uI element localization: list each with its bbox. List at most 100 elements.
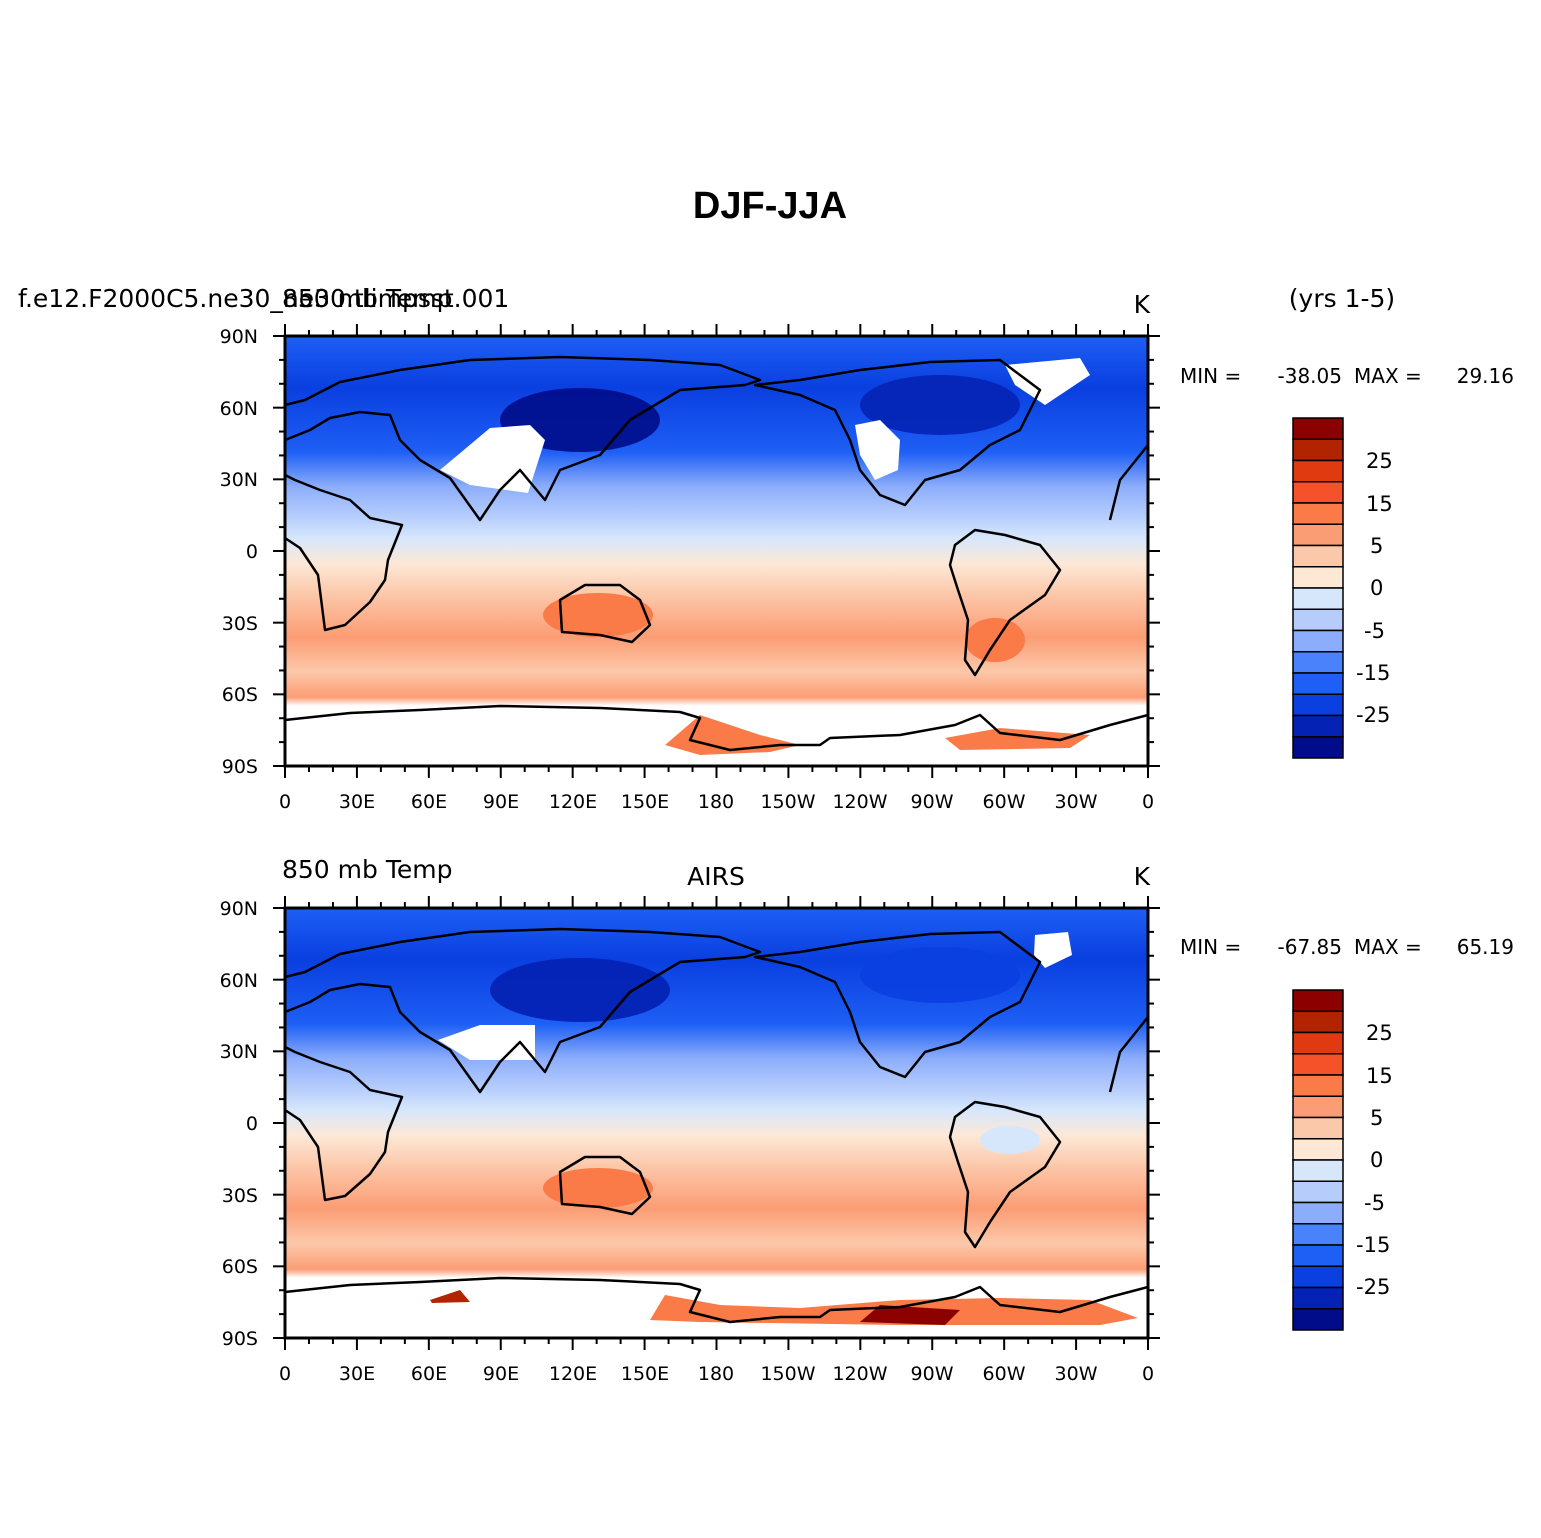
colorbar-box xyxy=(1292,417,1344,440)
colorbar-box xyxy=(1292,1201,1344,1225)
colorbar-box xyxy=(1292,544,1344,568)
x-tick-label: 0 xyxy=(1142,1363,1154,1385)
colorbar-box xyxy=(1292,672,1344,695)
tibet-missing xyxy=(440,425,545,493)
greenland-missing xyxy=(1005,358,1090,405)
y-tick-label: 90S xyxy=(222,756,258,778)
colorbar-box xyxy=(1292,1180,1344,1204)
x-tick-label: 150W xyxy=(760,1363,815,1385)
colorbar-box xyxy=(1292,629,1344,653)
colorbar-box xyxy=(1292,587,1344,610)
x-tick-label: 30W xyxy=(1055,791,1098,813)
axis-ticks xyxy=(273,324,1160,778)
x-tick-label: 180 xyxy=(698,791,734,813)
max-value: 65.19 xyxy=(1457,935,1514,959)
y-tick-label: 30N xyxy=(220,1041,258,1063)
y-tick-label: 0 xyxy=(246,1113,258,1135)
units-label: K xyxy=(1134,862,1151,891)
y-tick-label: 90S xyxy=(222,1328,258,1350)
map-obs xyxy=(284,908,1149,1338)
colorbar-box xyxy=(1292,651,1344,674)
y-tick-label: 0 xyxy=(246,541,258,563)
colorbar-label: 15 xyxy=(1366,492,1393,516)
colorbar-label: 25 xyxy=(1366,1021,1393,1045)
x-tick-label: 0 xyxy=(279,791,291,813)
canada-cold-core xyxy=(860,375,1020,435)
colorbar-label: 5 xyxy=(1370,534,1383,558)
min-value: -38.05 xyxy=(1278,364,1342,388)
colorbar-label: 0 xyxy=(1370,1148,1383,1172)
colorbar-box xyxy=(1292,1244,1344,1267)
colorbar-box xyxy=(1292,608,1344,632)
min-value: -67.85 xyxy=(1278,935,1342,959)
units-label: K xyxy=(1134,290,1151,319)
variable-label: 850 mb Temp xyxy=(282,855,452,884)
x-tick-label: 120W xyxy=(832,791,887,813)
antarctica-hottest xyxy=(860,1305,960,1325)
x-tick-label: 30E xyxy=(339,791,375,813)
colorbar-box xyxy=(1292,1223,1344,1246)
greenland-missing xyxy=(1034,932,1072,968)
x-tick-label: 90E xyxy=(483,1363,519,1385)
colorbar-box xyxy=(1292,736,1344,759)
x-tick-label: 0 xyxy=(1142,791,1154,813)
source-label: AIRS xyxy=(687,862,745,891)
rockies-missing xyxy=(855,420,900,480)
min-label: MIN = xyxy=(1180,364,1241,388)
colorbar-boxes xyxy=(1292,989,1344,1331)
y-tick-label: 60S xyxy=(222,1256,258,1278)
colorbar-label: 5 xyxy=(1370,1106,1383,1130)
panel-model: f.e12.F2000C5.ne30_ne30.tlimpsst.001 850… xyxy=(18,284,1514,813)
x-axis: 0 30E 60E 90E 120E 150E 180 150W 120W 90… xyxy=(279,1363,1154,1385)
axis-ticks xyxy=(273,896,1160,1350)
colorbar-label: -15 xyxy=(1356,1233,1390,1257)
colorbar-box xyxy=(1292,1031,1344,1055)
colorbar-box xyxy=(1292,1265,1344,1289)
y-axis: 90N 60N 30N 0 30S 60S 90S xyxy=(220,326,258,778)
variable-label: 850 mb Temp xyxy=(282,284,452,313)
south-america-warm xyxy=(965,618,1025,662)
coastlines xyxy=(284,355,1149,752)
colorbar-box xyxy=(1292,1138,1344,1161)
y-tick-label: 30N xyxy=(220,469,258,491)
colorbar-box xyxy=(1292,1116,1344,1140)
colorbar-label: -5 xyxy=(1364,619,1385,643)
colorbar-box xyxy=(1292,1308,1344,1331)
colorbar-box xyxy=(1292,1053,1344,1076)
x-tick-label: 30E xyxy=(339,1363,375,1385)
colorbar: 25 15 5 0 -5 -15 -25 xyxy=(1292,417,1393,759)
canada-cold-core xyxy=(860,947,1020,1003)
antarctica-warm-2 xyxy=(945,728,1090,750)
australia-warm xyxy=(543,1168,653,1208)
colorbar-label: -25 xyxy=(1356,1275,1390,1299)
colorbar-label: 25 xyxy=(1366,449,1393,473)
antarctica-hot-2 xyxy=(430,1290,470,1303)
x-tick-label: 60E xyxy=(411,791,447,813)
colorbar-box xyxy=(1292,566,1344,589)
max-label: MAX = xyxy=(1354,364,1422,388)
max-label: MAX = xyxy=(1354,935,1422,959)
panel-obs: 850 mb Temp AIRS K xyxy=(220,855,1514,1385)
x-tick-label: 180 xyxy=(698,1363,734,1385)
colorbar-box xyxy=(1292,459,1344,483)
max-value: 29.16 xyxy=(1457,364,1514,388)
colorbar-label: -15 xyxy=(1356,661,1390,685)
colorbar-box xyxy=(1292,481,1344,504)
x-tick-label: 150E xyxy=(621,1363,669,1385)
colorbar-label: -25 xyxy=(1356,703,1390,727)
x-tick-label: 120W xyxy=(832,1363,887,1385)
x-tick-label: 120E xyxy=(549,1363,597,1385)
colorbar-box xyxy=(1292,693,1344,717)
x-tick-label: 30W xyxy=(1055,1363,1098,1385)
y-tick-label: 90N xyxy=(220,898,258,920)
x-tick-label: 90E xyxy=(483,791,519,813)
colorbar-box xyxy=(1292,502,1344,525)
y-tick-label: 30S xyxy=(222,1185,258,1207)
colorbar-boxes xyxy=(1292,417,1344,759)
y-tick-label: 60N xyxy=(220,398,258,420)
colorbar-label: 0 xyxy=(1370,576,1383,600)
colorbar-box xyxy=(1292,438,1344,462)
x-tick-label: 150W xyxy=(760,791,815,813)
y-tick-label: 30S xyxy=(222,613,258,635)
